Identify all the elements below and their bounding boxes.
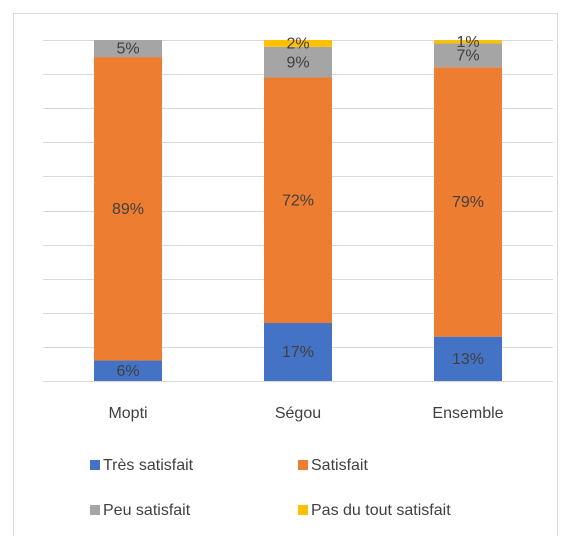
bar-segment: [434, 336, 502, 381]
legend-label: Très satisfait: [103, 457, 194, 474]
bar-segment: [264, 46, 332, 78]
bar-segment: [264, 40, 332, 47]
x-tick-label: Ensemble: [432, 405, 503, 422]
bar-segment: [94, 57, 162, 361]
bar-segment: [264, 77, 332, 324]
legend-label: Peu satisfait: [103, 502, 191, 519]
data-label: 7%: [456, 48, 479, 65]
x-tick-label: Ségou: [275, 405, 321, 422]
data-label: 5%: [116, 41, 139, 58]
legend-label: Satisfait: [311, 457, 368, 474]
data-label: 17%: [282, 344, 314, 361]
data-label: 2%: [286, 36, 309, 53]
legend-swatch: [298, 505, 308, 515]
legend-label: Pas du tout satisfait: [311, 502, 451, 519]
data-label: 13%: [452, 351, 484, 368]
data-label: 1%: [456, 34, 479, 51]
data-label: 79%: [452, 194, 484, 211]
bar-segment: [434, 43, 502, 68]
data-label: 89%: [112, 201, 144, 218]
legend-swatch: [90, 505, 100, 515]
bar-segment: [94, 360, 162, 381]
legend-swatch: [90, 460, 100, 470]
x-tick-label: Mopti: [108, 405, 147, 422]
legend-swatch: [298, 460, 308, 470]
bar-segment: [434, 40, 502, 44]
bar-segment: [94, 40, 162, 58]
data-label: 6%: [116, 363, 139, 380]
bar-segment: [434, 67, 502, 337]
data-label: 72%: [282, 192, 314, 209]
data-label: 9%: [286, 54, 309, 71]
bar-segment: [264, 323, 332, 381]
